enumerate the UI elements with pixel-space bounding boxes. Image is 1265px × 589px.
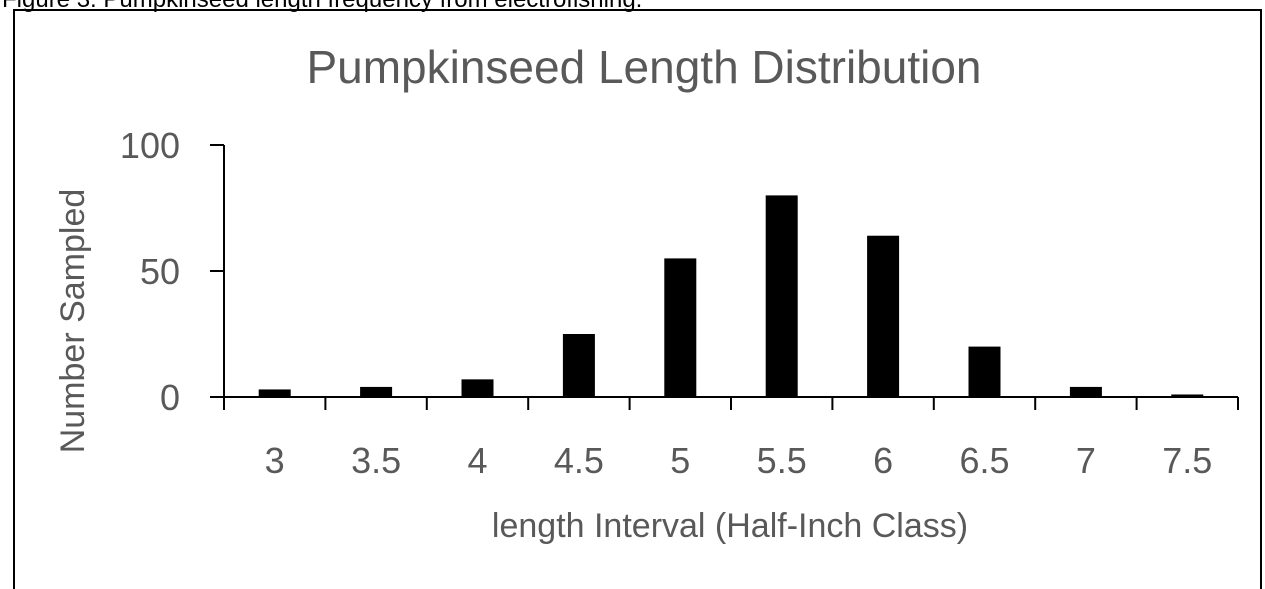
bar-7-5 — [1171, 394, 1204, 397]
x-tick-label: 4.5 — [554, 440, 604, 481]
x-tick-label: 7 — [1076, 440, 1096, 481]
bar-6 — [867, 235, 900, 397]
bar-7 — [1069, 386, 1102, 397]
x-tick-label: 3 — [265, 440, 285, 481]
y-axis-label: Number Sampled — [54, 189, 92, 454]
x-tick-label: 5 — [670, 440, 690, 481]
x-axis-ticks: 3 3.5 4 4.5 5 5.5 6 6.5 7 7.5 — [223, 397, 1239, 481]
bar-6-5 — [968, 346, 1001, 397]
y-tick-label: 0 — [160, 377, 180, 418]
x-tick-label: 7.5 — [1162, 440, 1212, 481]
chart-frame — [13, 9, 1262, 589]
x-tick-label: 6 — [873, 440, 893, 481]
bar-3-5 — [360, 386, 393, 397]
bar-4-5 — [562, 334, 595, 397]
x-tick-label: 5.5 — [757, 440, 807, 481]
bar-5 — [664, 258, 697, 397]
x-tick-label: 4 — [467, 440, 487, 481]
y-axis-ticks: 0 50 100 — [120, 125, 224, 418]
x-axis-label: length Interval (Half-Inch Class) — [492, 507, 968, 545]
y-tick-label: 100 — [120, 125, 180, 166]
bar-4 — [461, 379, 494, 397]
x-tick-label: 3.5 — [351, 440, 401, 481]
bar-5-5 — [765, 195, 798, 397]
bars — [258, 195, 1204, 397]
x-tick-label: 6.5 — [959, 440, 1009, 481]
y-tick-label: 50 — [140, 251, 180, 292]
bar-3 — [258, 389, 291, 397]
chart-title: Pumpkinseed Length Distribution — [306, 41, 981, 93]
